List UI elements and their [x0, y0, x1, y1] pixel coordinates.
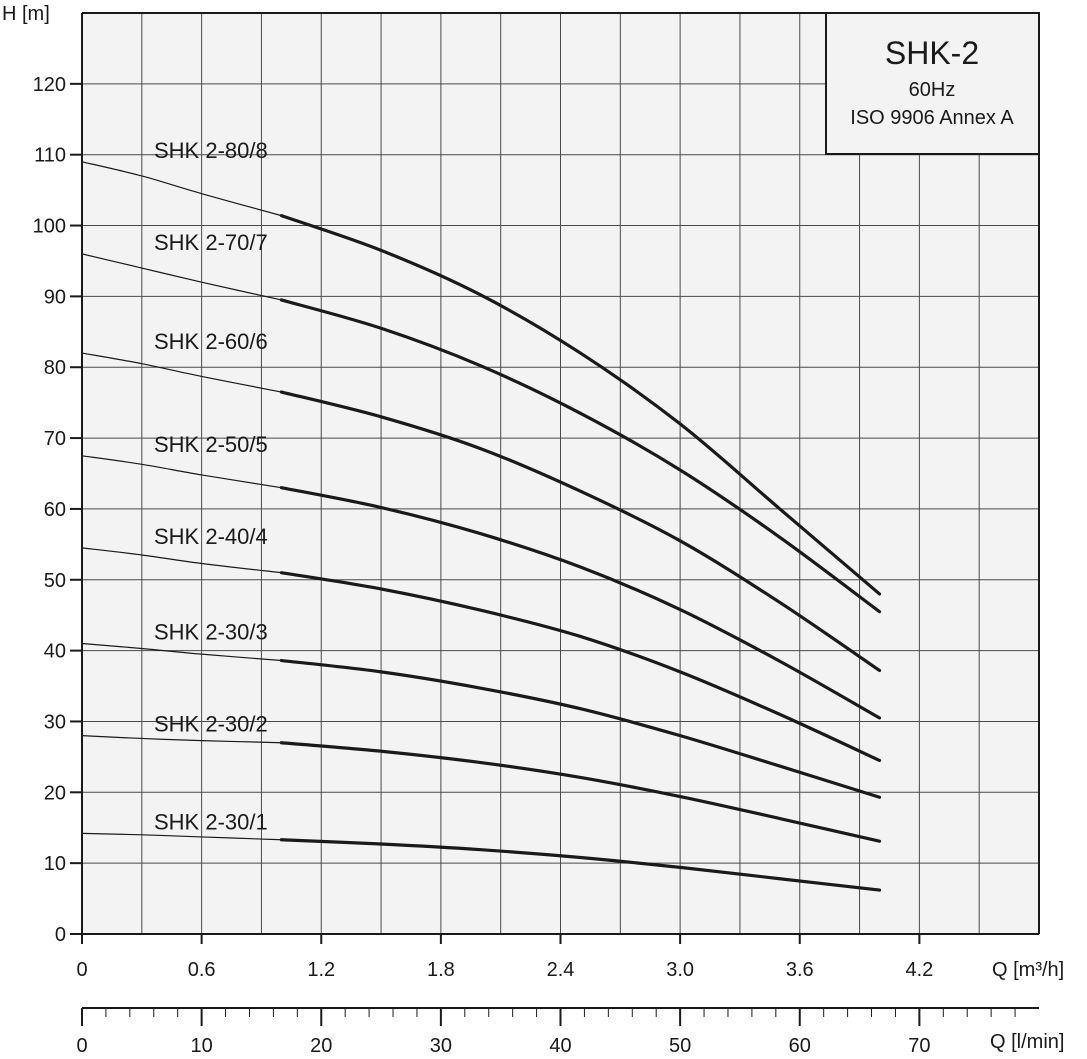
series-curve-extrapolated: [81, 352, 282, 393]
y-tick-label: 80: [44, 357, 66, 379]
y-tick-label: 30: [44, 711, 66, 733]
x2-tick-label: 60: [789, 1035, 811, 1057]
x-tick-label: 2.4: [547, 959, 575, 981]
series-curve-extrapolated: [81, 253, 282, 301]
series-label: SHK 2-30/3: [154, 620, 268, 645]
x2-tick-label: 0: [76, 1035, 87, 1057]
series-label: SHK 2-30/1: [154, 809, 268, 834]
series-curve: [279, 214, 882, 596]
x-tick-label: 1.8: [427, 959, 455, 981]
x-tick-label: 1.2: [307, 959, 335, 981]
title-box-title: SHK-2: [885, 35, 979, 71]
x-tick-label: 4.2: [905, 959, 933, 981]
series-curve: [279, 298, 882, 614]
y-tick-label: 70: [44, 428, 66, 450]
x2-tick-label: 30: [430, 1035, 452, 1057]
y-tick-label: 50: [44, 570, 66, 592]
series-curve: [279, 838, 882, 892]
x2-tick-label: 50: [669, 1035, 691, 1057]
x2-tick-label: 70: [908, 1035, 930, 1057]
title-box: SHK-2 60Hz ISO 9906 Annex A: [825, 12, 1040, 155]
title-box-standard: ISO 9906 Annex A: [850, 107, 1014, 129]
series-label: SHK 2-40/4: [154, 524, 268, 549]
x-tick-label: 0: [76, 959, 87, 981]
x-tick-label: 0.6: [188, 959, 216, 981]
x-tick-label: 3.0: [666, 959, 694, 981]
x-axis-label: Q [m³/h]: [992, 959, 1064, 981]
y-axis-label: H [m]: [2, 3, 50, 25]
y-tick-label: 40: [44, 641, 66, 663]
y-tick-label: 90: [44, 286, 66, 308]
x2-tick-label: 40: [549, 1035, 571, 1057]
series-curve-extrapolated: [81, 161, 282, 217]
y-tick-label: 110: [34, 145, 66, 167]
y-tick-label: 20: [44, 782, 66, 804]
series-curve-extrapolated: [81, 642, 282, 662]
series-label: SHK 2-50/5: [154, 432, 268, 457]
series-curve: [279, 741, 882, 843]
y-tick-label: 10: [44, 853, 66, 875]
y-tick-label: 120: [33, 74, 66, 96]
series-curve-extrapolated: [81, 735, 282, 744]
series-curve: [279, 390, 882, 673]
series-lines: [81, 161, 882, 892]
x2-tick-label: 10: [191, 1035, 213, 1057]
series-curve-extrapolated: [81, 455, 282, 489]
y-tick-label: 0: [55, 924, 66, 946]
series-curve-extrapolated: [81, 547, 282, 574]
x2-axis-label: Q [l/min]: [990, 1031, 1064, 1053]
x2-tick-label: 20: [310, 1035, 332, 1057]
series-curve: [279, 658, 882, 799]
series-labels: SHK 2-80/8 SHK 2-70/7 SHK 2-60/6 SHK 2-50/5…: [154, 138, 268, 835]
x-tick-label: 3.6: [786, 959, 814, 981]
y-tick-label: 100: [33, 216, 66, 238]
series-label: SHK 2-30/2: [154, 712, 268, 737]
series-label: SHK 2-70/7: [154, 230, 268, 255]
series-label: SHK 2-80/8: [154, 138, 268, 163]
title-box-frequency: 60Hz: [909, 79, 956, 101]
y-tick-label: 60: [44, 499, 66, 521]
series-label: SHK 2-60/6: [154, 329, 268, 354]
series-curve: [279, 571, 882, 763]
series-curve-extrapolated: [81, 832, 282, 841]
series-curve: [279, 486, 882, 720]
